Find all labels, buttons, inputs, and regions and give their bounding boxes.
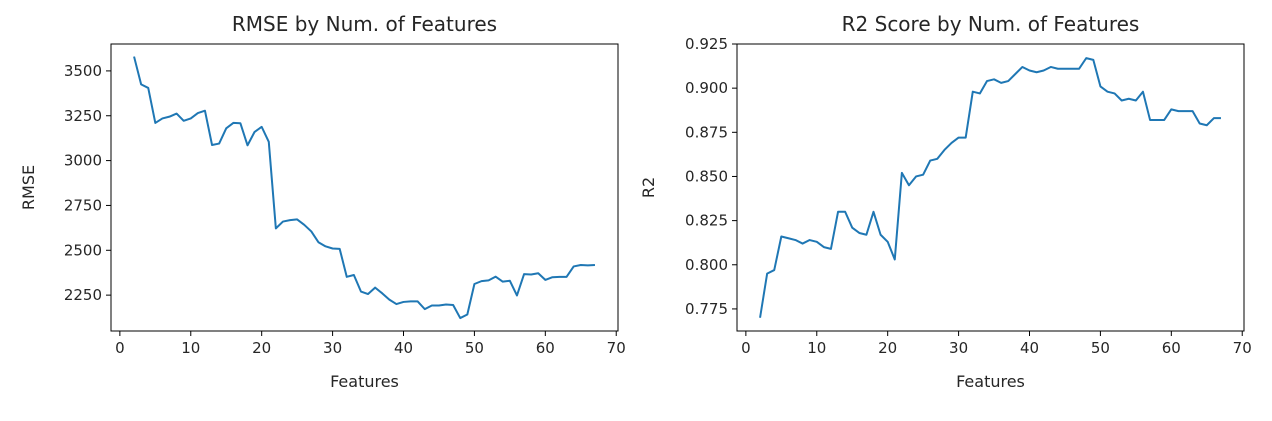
series-line [133,56,596,320]
x-tick-label: 60 [536,339,555,357]
y-tick-label: 2250 [64,286,102,304]
chart-title: R2 Score by Num. of Features [842,12,1140,36]
y-axis-label: R2 [639,177,658,198]
plot-frame [736,43,1245,332]
chart-1: RMSE by Num. of Features 0 10 20 30 40 50 60 70 2… [19,12,626,391]
x-tick-label: 10 [807,339,826,357]
x-tick-label: 40 [1020,339,1039,357]
y-tick-label: 0.875 [685,123,728,141]
x-axis-label: Features [330,372,399,391]
y-tick-label: 3500 [64,62,102,80]
y-tick-label: 2750 [64,196,102,214]
y-tick-label: 0.900 [685,79,728,97]
x-tick-label: 30 [949,339,968,357]
x-tick-label: 70 [1233,339,1252,357]
x-axis-label: Features [956,372,1025,391]
chart-2: R2 Score by Num. of Features 0 10 20 30 40 50 6… [639,12,1252,391]
y-tick-label: 0.925 [685,35,728,53]
y-tick-label: 0.825 [685,212,728,230]
y-axis-label: RMSE [19,165,38,210]
x-tick-label: 70 [607,339,626,357]
y-tick-label: 0.800 [685,256,728,274]
x-tick-label: 50 [465,339,484,357]
x-tick-label: 30 [323,339,342,357]
x-tick-label: 0 [115,339,125,357]
plot-frame [110,43,619,332]
series-line [759,57,1221,318]
x-tick-label: 60 [1162,339,1181,357]
x-tick-label: 0 [741,339,751,357]
x-tick-label: 50 [1091,339,1110,357]
x-tick-label: 20 [878,339,897,357]
y-tick-label: 3250 [64,107,102,125]
y-tick-label: 3000 [64,152,102,170]
x-tick-label: 10 [181,339,200,357]
x-tick-label: 20 [252,339,271,357]
y-tick-label: 2500 [64,241,102,259]
y-tick-label: 0.850 [685,167,728,185]
y-tick-label: 0.775 [685,300,728,318]
x-tick-label: 40 [394,339,413,357]
chart-title: RMSE by Num. of Features [232,12,497,36]
